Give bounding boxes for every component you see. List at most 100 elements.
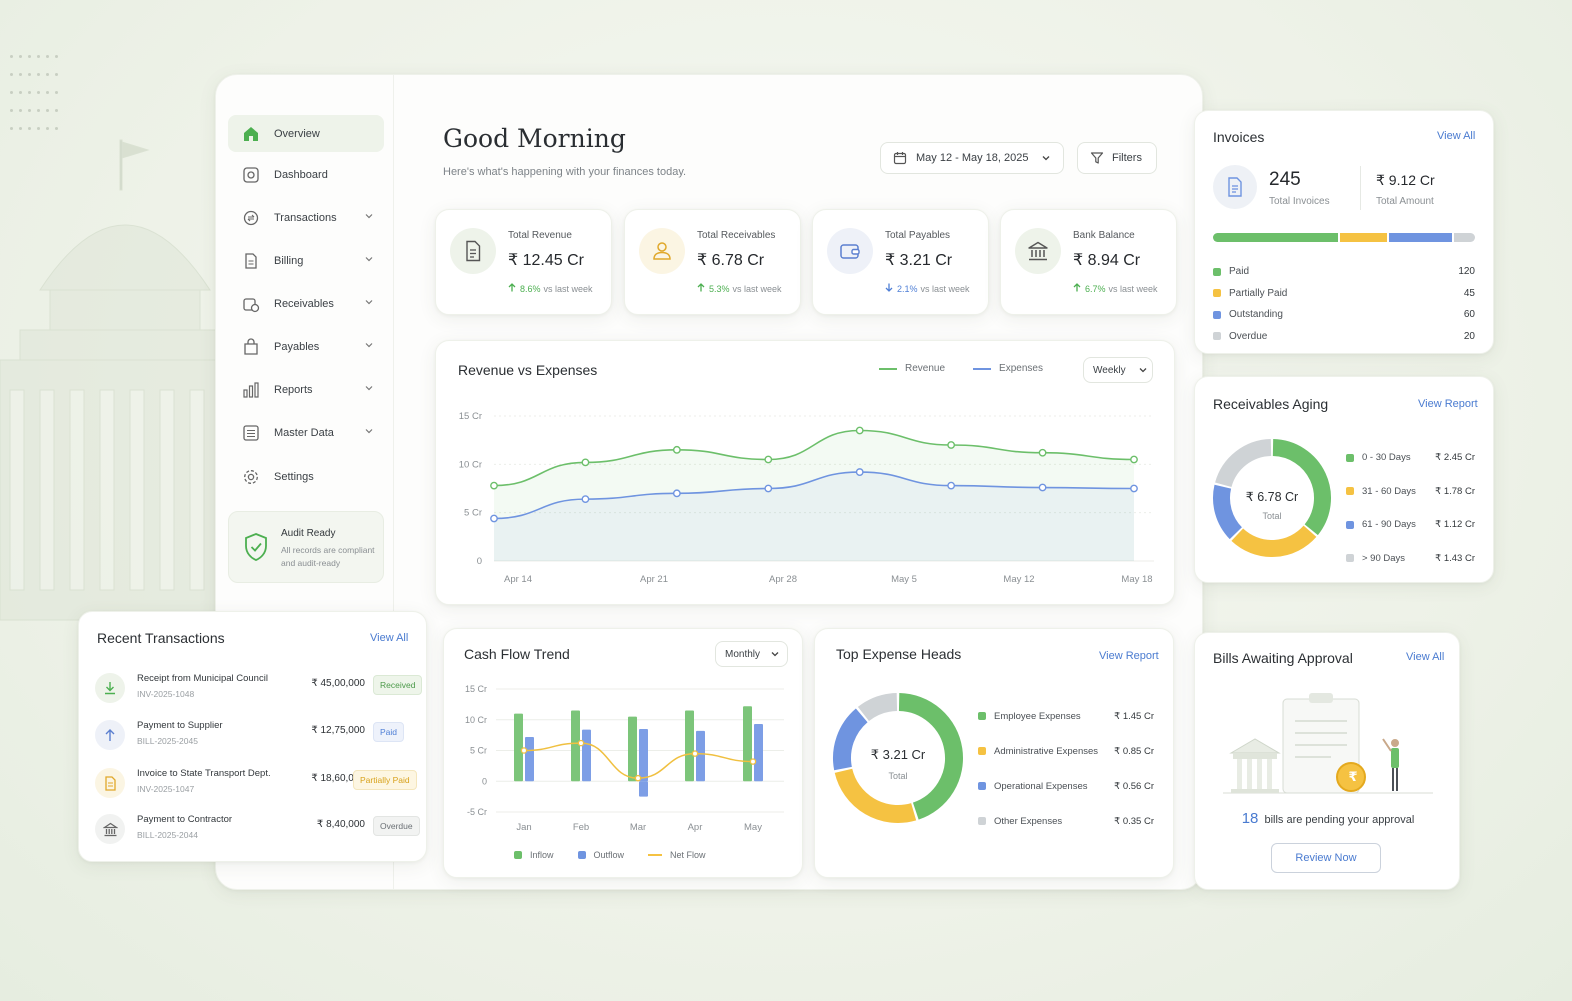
transaction-row[interactable]: Invoice to State Transport Dept. INV-2025…: [95, 764, 417, 804]
data-point-expenses[interactable]: [581, 495, 590, 504]
legend-item: 31 - 60 Days: [1346, 486, 1416, 497]
sidebar-item-label: Receivables: [274, 297, 334, 310]
page-title: Good Morning: [443, 124, 626, 153]
data-point-expenses[interactable]: [764, 484, 773, 493]
legend-item: Operational Expenses: [978, 781, 1087, 792]
receivables-icon: [242, 295, 260, 313]
data-point-revenue[interactable]: [581, 458, 590, 467]
legend-swatch: [978, 817, 986, 826]
sidebar-item-receivables[interactable]: Receivables: [228, 285, 384, 322]
transaction-row[interactable]: Payment to Supplier BILL-2025-2045 ₹ 12,75…: [95, 716, 413, 756]
date-range-picker[interactable]: May 12 - May 18, 2025: [880, 142, 1064, 174]
donut-slice-0-30-days[interactable]: [1272, 439, 1331, 536]
bar-inflow[interactable]: [628, 716, 637, 782]
bar-inflow[interactable]: [571, 710, 580, 782]
donut-slice-administrative-expenses[interactable]: [834, 768, 917, 823]
kpi-card-total-receivables[interactable]: Total Receivables ₹ 6.78 Cr 5.3% vs last we…: [624, 209, 801, 315]
chevron-down-icon[interactable]: [364, 211, 374, 224]
bar-outflow[interactable]: [525, 736, 534, 782]
bills-view-all-link[interactable]: View All: [1406, 651, 1445, 663]
kpi-card-bank-balance[interactable]: Bank Balance ₹ 8.94 Cr 6.7% vs last week: [1000, 209, 1177, 315]
donut-slice-other-expenses[interactable]: [857, 693, 898, 722]
status-segment-partially-paid[interactable]: [1340, 233, 1388, 242]
bar-outflow-negative[interactable]: [639, 781, 648, 797]
data-point-net-flow[interactable]: [520, 747, 528, 754]
x-tick-label: Apr 21: [640, 574, 668, 585]
kpi-card-total-revenue[interactable]: Total Revenue ₹ 12.45 Cr 8.6% vs last week: [435, 209, 612, 315]
data-point-net-flow[interactable]: [691, 750, 699, 757]
data-point-revenue[interactable]: [855, 426, 864, 435]
status-segment-outstanding[interactable]: [1389, 233, 1453, 242]
bar-outflow[interactable]: [696, 730, 705, 782]
period-select-monthly[interactable]: Monthly: [715, 641, 788, 667]
legend-row: 0 - 30 Days ₹ 2.45 Cr: [1346, 441, 1475, 475]
status-segment-paid[interactable]: [1213, 233, 1339, 242]
wallet-icon: [827, 228, 873, 274]
bar-inflow[interactable]: [685, 710, 694, 782]
sidebar-item-billing[interactable]: Billing: [228, 242, 384, 279]
legend-label: > 90 Days: [1362, 552, 1406, 564]
sidebar-item-master-data[interactable]: Master Data: [228, 414, 384, 451]
data-point-expenses[interactable]: [490, 514, 498, 523]
transaction-row[interactable]: Receipt from Municipal Council INV-2025-1…: [95, 669, 423, 709]
recent-view-all-link[interactable]: View All: [370, 632, 409, 644]
audit-title: Audit Ready: [281, 528, 336, 539]
sidebar-item-dashboard[interactable]: Dashboard: [228, 156, 384, 193]
arrow-down-icon: [885, 283, 893, 294]
legend-swatch: [1213, 289, 1221, 298]
data-point-revenue[interactable]: [947, 441, 956, 449]
kpi-card-total-payables[interactable]: Total Payables ₹ 3.21 Cr 2.1% vs last week: [812, 209, 989, 315]
date-range-label: May 12 - May 18, 2025: [916, 152, 1029, 164]
data-point-revenue[interactable]: [764, 455, 773, 464]
sidebar-item-overview[interactable]: Overview: [228, 115, 384, 152]
period-select-weekly[interactable]: Weekly: [1083, 357, 1153, 383]
donut-slice-31-60-days[interactable]: [1231, 525, 1317, 557]
y-tick-label: 10 Cr: [459, 459, 482, 470]
dashboard-icon: [242, 166, 260, 184]
data-point-revenue[interactable]: [1130, 455, 1138, 464]
chevron-down-icon[interactable]: [364, 340, 374, 353]
chevron-down-icon[interactable]: [364, 426, 374, 439]
kpi-change-value: 5.3%: [709, 284, 730, 294]
data-point-expenses[interactable]: [1038, 483, 1047, 492]
donut-slice-61-90-days[interactable]: [1213, 484, 1243, 540]
aging-view-report-link[interactable]: View Report: [1418, 398, 1478, 410]
expense-view-report-link[interactable]: View Report: [1099, 650, 1159, 662]
data-point-net-flow[interactable]: [577, 739, 585, 747]
data-point-expenses[interactable]: [947, 481, 956, 490]
sidebar-item-reports[interactable]: Reports: [228, 371, 384, 408]
sidebar-item-payables[interactable]: Payables: [228, 328, 384, 365]
transaction-row[interactable]: Payment to Contractor BILL-2025-2044 ₹ 8,4…: [95, 810, 420, 850]
donut-slice--90-days[interactable]: [1215, 439, 1272, 488]
donut-slice-employee-expenses[interactable]: [898, 693, 963, 820]
data-point-revenue[interactable]: [490, 481, 498, 490]
bar-outflow[interactable]: [754, 724, 763, 782]
review-now-button[interactable]: Review Now: [1271, 843, 1381, 873]
payables-icon: [242, 337, 260, 356]
chevron-down-icon[interactable]: [364, 254, 374, 267]
expense-heads-title: Top Expense Heads: [836, 646, 962, 662]
bar-inflow[interactable]: [743, 706, 752, 782]
sidebar-item-transactions[interactable]: Transactions: [228, 199, 384, 236]
kpi-change-suffix: vs last week: [732, 284, 782, 294]
legend-item: > 90 Days: [1346, 553, 1405, 564]
bar-outflow[interactable]: [639, 728, 648, 782]
filters-button[interactable]: Filters: [1077, 142, 1157, 174]
status-segment-overdue[interactable]: [1454, 233, 1475, 242]
data-point-net-flow[interactable]: [749, 758, 757, 765]
data-point-expenses[interactable]: [855, 468, 864, 476]
gear-icon: [242, 468, 260, 486]
data-point-net-flow[interactable]: [634, 774, 642, 782]
legend-label: Outstanding: [1229, 309, 1283, 321]
chevron-down-icon[interactable]: [364, 383, 374, 396]
data-point-revenue[interactable]: [672, 445, 681, 454]
data-point-expenses[interactable]: [1130, 484, 1138, 493]
data-point-expenses[interactable]: [672, 489, 681, 498]
donut-slice-operational-expenses[interactable]: [833, 708, 868, 771]
bar-inflow[interactable]: [514, 713, 523, 782]
sidebar-item-settings[interactable]: Settings: [228, 458, 384, 495]
data-point-revenue[interactable]: [1038, 448, 1047, 457]
bar-outflow[interactable]: [582, 729, 591, 782]
chevron-down-icon[interactable]: [364, 297, 374, 310]
invoices-view-all-link[interactable]: View All: [1437, 130, 1476, 142]
